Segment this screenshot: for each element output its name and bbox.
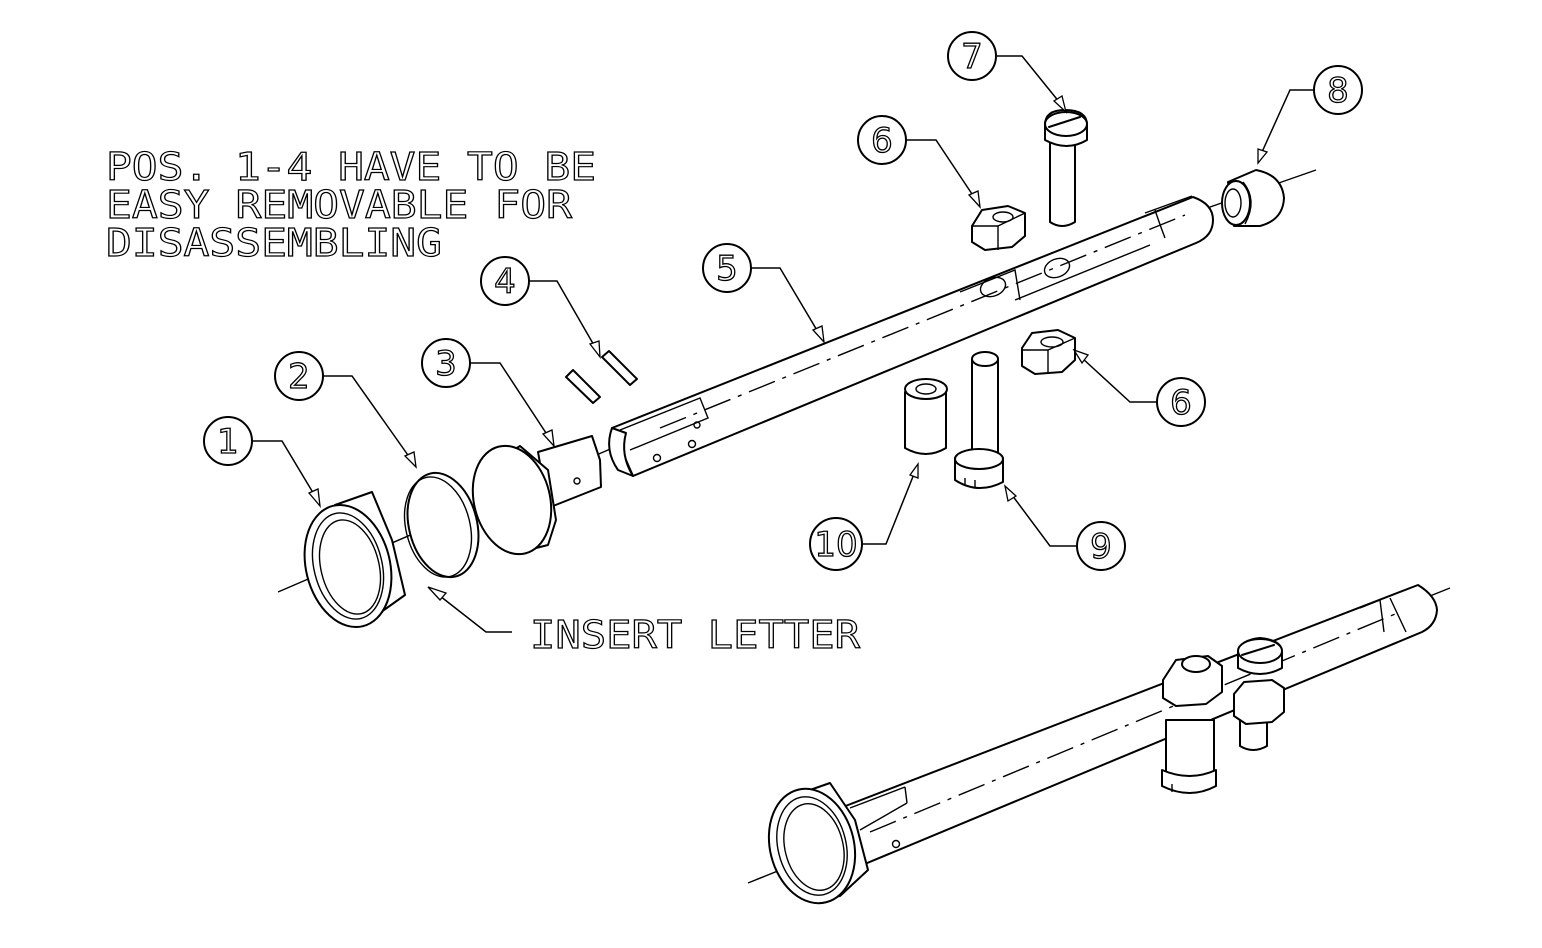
part-3-cap [471,435,602,556]
part-5-tube [608,195,1214,477]
assembled-screw-and-nut [1233,637,1285,751]
balloon-6-lower: 6 [1072,348,1206,427]
balloons: 1 2 3 4 5 [203,31,1363,571]
part-8-end-cap [1221,169,1285,227]
part-6-lower-nut [1021,329,1076,375]
balloon-1: 1 [203,416,321,509]
balloon-3: 3 [421,338,555,448]
part-1-ring [303,491,406,629]
balloon-1-label: 1 [217,422,239,462]
part-7-screw [1044,109,1088,227]
balloon-9-label: 9 [1090,527,1112,567]
balloon-5: 5 [702,243,825,344]
part-2-disc [403,471,480,579]
balloon-8: 8 [1257,65,1363,165]
balloon-4-label: 4 [494,262,516,302]
exploded-view: INSERT LETTER [277,109,1317,658]
balloon-5-label: 5 [716,249,738,289]
balloon-7: 7 [947,31,1068,114]
balloon-6-lower-label: 6 [1170,383,1192,423]
insert-letter-label: INSERT LETTER [530,613,860,657]
note-line-1: POS. 1-4 HAVE TO BE [106,145,596,189]
balloon-10: 10 [809,462,919,571]
assembly-note: POS. 1-4 HAVE TO BE EASY REMOVABLE FOR D… [105,144,596,265]
balloon-3-label: 3 [435,344,457,384]
balloon-7-label: 7 [961,37,983,77]
note-line-2: EASY REMOVABLE FOR [106,183,572,227]
part-10-sleeve [904,378,948,455]
balloon-8-label: 8 [1327,71,1349,111]
balloon-2: 2 [274,351,417,469]
assembled-ring [767,782,869,905]
balloon-10-label: 10 [814,525,857,565]
part-4-pins [565,350,638,404]
balloon-4: 4 [480,256,601,360]
insert-letter-leader [427,586,512,633]
part-9-bolt [954,351,1004,489]
balloon-6-upper: 6 [857,115,981,209]
assembled-view [747,584,1451,905]
balloon-9: 9 [1003,484,1126,571]
balloon-6-upper-label: 6 [871,121,893,161]
assembled-bolt-and-nut [1161,655,1223,794]
note-line-3: DISASSEMBLING [106,221,442,265]
balloon-2-label: 2 [288,357,310,397]
part-6-upper-nut [971,205,1026,251]
